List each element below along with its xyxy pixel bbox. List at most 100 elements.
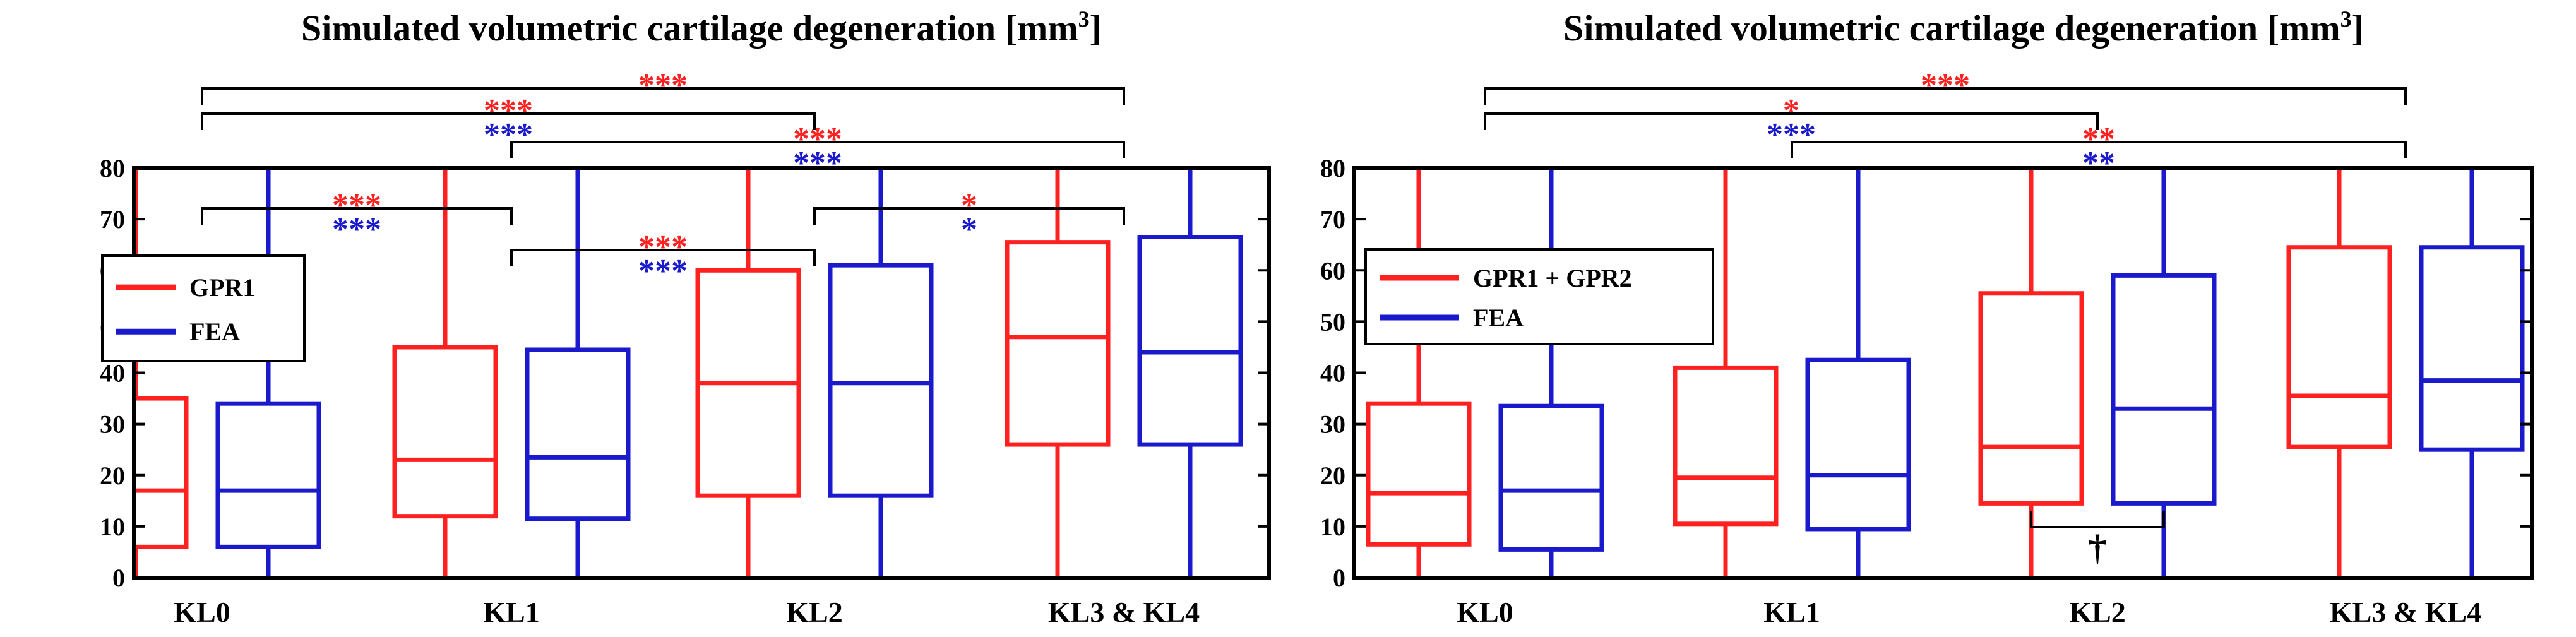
significance-bracket: **** [1791,121,2407,181]
significance-bracket: **** [1484,93,2099,153]
bracket-line [1484,87,2407,105]
iqr-box [1805,357,1911,532]
y-tick-label: 10 [1320,513,1345,541]
y-tick-label: 80 [100,154,125,182]
chart-title: Simulated volumetric cartilage degenerat… [1563,6,2364,49]
significance-blue: *** [332,211,381,247]
significance-bracket: *** [1484,68,2407,105]
legend-label: FEA [1473,304,1524,332]
bracket-line [510,249,816,266]
y-tick-label: 0 [1333,564,1345,592]
iqr-box [1673,365,1779,527]
bracket-line [2030,511,2165,528]
box-gpr1-gpr2-1 [1673,168,1779,578]
x-category-label: KL3 & KL4 [1048,596,1200,628]
significance-red: ** [2082,121,2115,157]
box-gpr1-1 [392,168,498,578]
chart-title: Simulated volumetric cartilage degenerat… [301,6,1102,49]
dagger-bracket: † [2030,511,2165,568]
significance-bracket: ****** [201,188,513,247]
legend-label: GPR1 [189,273,255,302]
significance-bracket: ** [813,188,1125,247]
bracket-line [201,207,513,225]
x-category-label: KL3 & KL4 [2330,596,2481,628]
box-gpr1-2 [695,168,801,578]
box-gpr1-gpr2-3 [2286,168,2392,578]
x-category-label: KL1 [483,596,539,628]
iqr-box [525,347,631,521]
bracket-line [201,87,1125,105]
iqr-box [392,345,498,519]
legend-box [1364,248,1714,345]
box-fea-3 [1137,168,1243,578]
significance-bracket: ****** [201,93,816,153]
significance-red: *** [332,188,381,223]
iqr-box [2111,273,2217,506]
plot-frame [1352,166,2534,580]
box-fea-0 [215,168,321,578]
significance-red: * [1783,93,1799,129]
chart-panel-2: Simulated volumetric cartilage degenerat… [1320,6,2534,628]
significance-blue: *** [638,253,688,289]
box-fea-1 [525,168,631,578]
y-tick-label: 20 [1320,461,1345,490]
y-tick-label: 40 [1320,359,1345,388]
legend-box [101,254,306,362]
bracket-line [1791,141,2407,158]
y-tick-label: 70 [100,205,125,234]
significance-red: *** [484,93,533,129]
y-tick-label: 10 [100,513,125,541]
dagger-symbol: † [2089,527,2107,568]
significance-blue: *** [793,145,842,181]
legend: GPR1 + GPR2 FEA [1364,248,1714,345]
bracket-line [1484,112,2099,130]
x-category-label: KL2 [786,596,842,628]
box-fea-2 [2111,168,2217,578]
legend-label: GPR1 + GPR2 [1473,264,1632,292]
iqr-box [215,401,321,549]
significance-blue: ** [2082,145,2115,181]
significance-bracket: ****** [510,121,1125,181]
y-tick-label: 60 [1320,256,1345,285]
iqr-box [1978,291,2084,506]
legend: GPR1 FEA [101,254,306,362]
significance-red: *** [793,121,842,157]
iqr-box [1366,401,1472,547]
iqr-box [1137,235,1243,447]
iqr-box [2286,245,2392,449]
x-category-label: KL0 [174,596,230,628]
y-tick-label: 0 [112,564,125,592]
x-category-label: KL0 [1457,596,1513,628]
y-tick-label: 70 [1320,205,1345,234]
y-tick-label: 80 [1320,154,1345,182]
y-tick-label: 30 [100,410,125,439]
box-fea-3 [2419,168,2525,578]
box-fea-0 [1498,168,1604,578]
iqr-box [828,263,934,498]
box-gpr1-gpr2-0 [1366,168,1472,578]
significance-bracket: *** [201,68,1125,105]
significance-red: *** [638,229,688,265]
legend-label: FEA [189,318,240,346]
significance-red: * [961,188,977,223]
y-tick-label: 50 [1320,307,1345,336]
y-tick-label: 40 [100,359,125,388]
significance-red: *** [1921,68,1970,104]
box-fea-1 [1805,168,1911,578]
x-category-label: KL2 [2069,596,2125,628]
iqr-box [2419,245,2525,452]
significance-blue: * [961,211,977,247]
box-gpr1-3 [1005,168,1111,578]
box-fea-2 [828,168,934,578]
significance-red: *** [638,68,688,104]
bracket-line [201,112,816,130]
chart-panel-1: Simulated volumetric cartilage degenerat… [100,6,1271,628]
x-category-label: KL1 [1763,596,1820,628]
bracket-line [813,207,1125,225]
bracket-line [510,141,1125,158]
significance-blue: *** [484,117,533,153]
y-tick-label: 20 [100,461,125,490]
significance-bracket: ****** [510,229,816,289]
plot-frame [132,166,1271,580]
